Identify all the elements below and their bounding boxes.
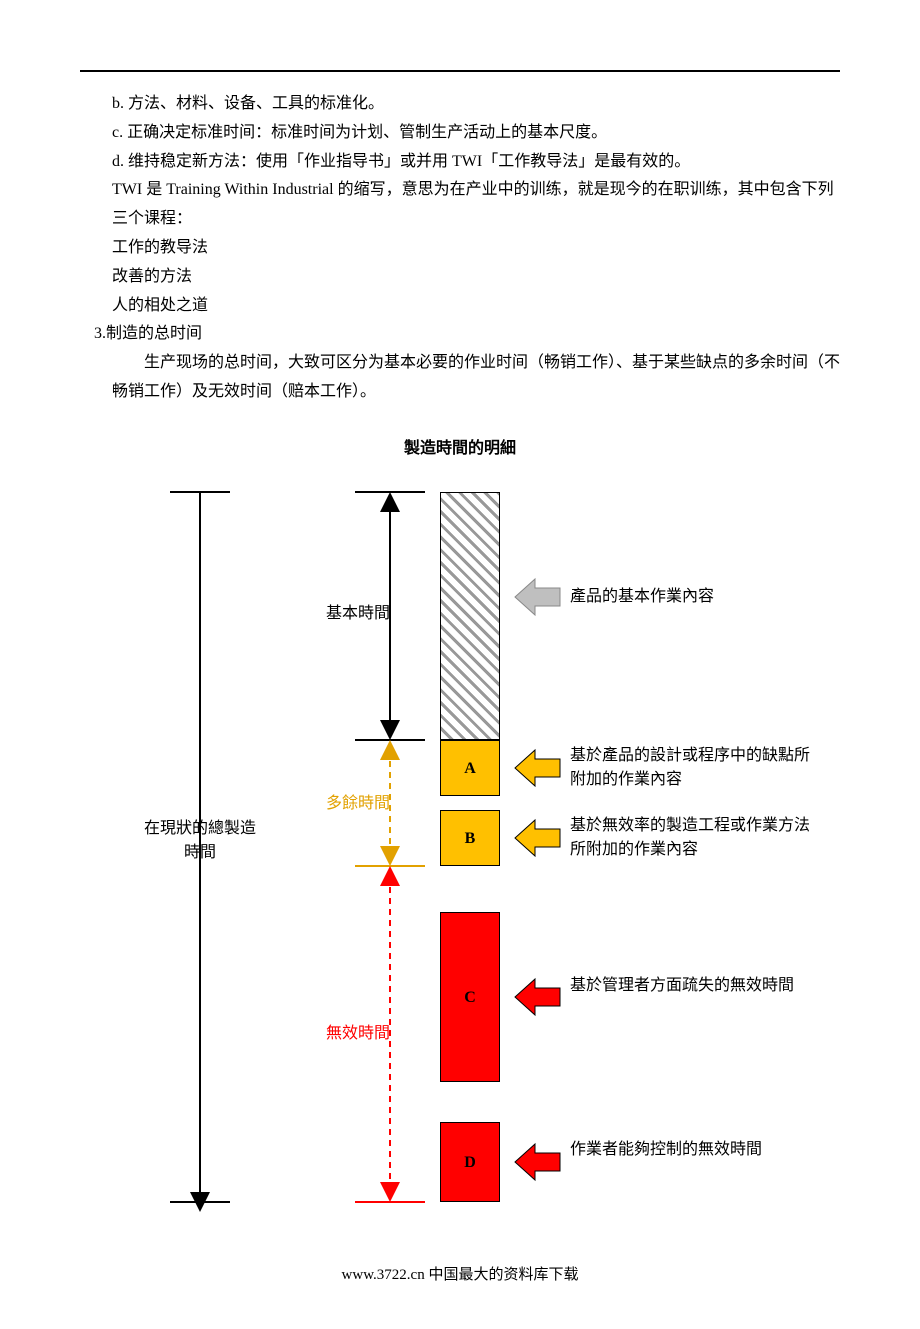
desc-basic: 產品的基本作業內容: [570, 585, 810, 609]
seg-b: B: [440, 810, 500, 866]
section-3-heading: 3.制造的总时间: [80, 320, 840, 349]
line-t1: 工作的教导法: [112, 234, 840, 263]
desc-c: 基於管理者方面疏失的無效時間: [570, 974, 810, 998]
seg-d: D: [440, 1122, 500, 1202]
basic-time-label: 基本時間: [310, 602, 390, 626]
line-d: d. 维持稳定新方法：使用「作业指导书」或并用 TWI「工作教导法」是最有效的。: [112, 148, 840, 177]
footer: www.3722.cn 中国最大的资料库下载: [80, 1262, 840, 1289]
desc-d: 作業者能夠控制的無效時間: [570, 1138, 810, 1162]
seg-c: C: [440, 912, 500, 1082]
seg-basic: [440, 492, 500, 740]
line-twi: TWI 是 Training Within Industrial 的缩写，意思为…: [112, 176, 840, 234]
line-t2: 改善的方法: [112, 263, 840, 292]
desc-b: 基於無效率的製造工程或作業方法所附加的作業內容: [570, 814, 810, 862]
top-rule: [80, 70, 840, 72]
line-c: c. 正确决定标准时间：标准时间为计划、管制生产活动上的基本尺度。: [112, 119, 840, 148]
desc-a: 基於產品的設計或程序中的缺點所附加的作業內容: [570, 744, 810, 792]
body-text: b. 方法、材料、设备、工具的标准化。 c. 正确决定标准时间：标准时间为计划、…: [80, 90, 840, 320]
invalid-time-label: 無效時間: [310, 1022, 390, 1046]
line-b: b. 方法、材料、设备、工具的标准化。: [112, 90, 840, 119]
line-t3: 人的相处之道: [112, 292, 840, 321]
section-3-para: 生产现场的总时间，大致可区分为基本必要的作业时间（畅销工作）、基于某些缺点的多余…: [80, 349, 840, 407]
total-time-label: 在現狀的總製造時間: [140, 817, 260, 865]
chart-title: 製造時間的明細: [80, 435, 840, 464]
time-breakdown-chart: A B C D 在現狀的總製造時間 基本時間 多餘時間 無效時間 產品的基本作業…: [80, 482, 840, 1242]
extra-time-label: 多餘時間: [310, 792, 390, 816]
seg-a: A: [440, 740, 500, 796]
